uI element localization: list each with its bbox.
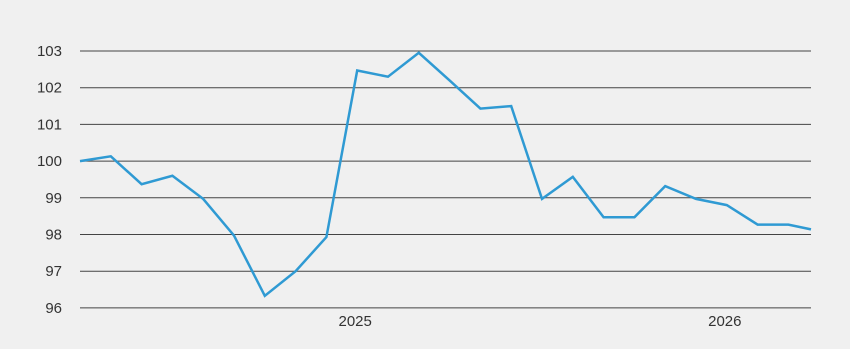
- y-tick-label: 100: [37, 153, 62, 170]
- y-axis-ticks: 96 97 98 99 100 101 102 103: [37, 43, 62, 317]
- x-axis-ticks: 2025 2026: [339, 313, 742, 330]
- series-line: [79, 51, 812, 298]
- series-group: [79, 51, 812, 298]
- gridlines: [80, 50, 811, 309]
- y-tick-label: 102: [37, 80, 62, 97]
- x-tick-label: 2026: [708, 313, 741, 330]
- y-tick-label: 96: [45, 300, 62, 317]
- y-tick-label: 98: [45, 227, 62, 244]
- y-tick-label: 103: [37, 43, 62, 60]
- y-tick-label: 101: [37, 116, 62, 133]
- y-tick-label: 99: [45, 190, 62, 207]
- x-tick-label: 2025: [339, 313, 372, 330]
- y-tick-label: 97: [45, 263, 62, 280]
